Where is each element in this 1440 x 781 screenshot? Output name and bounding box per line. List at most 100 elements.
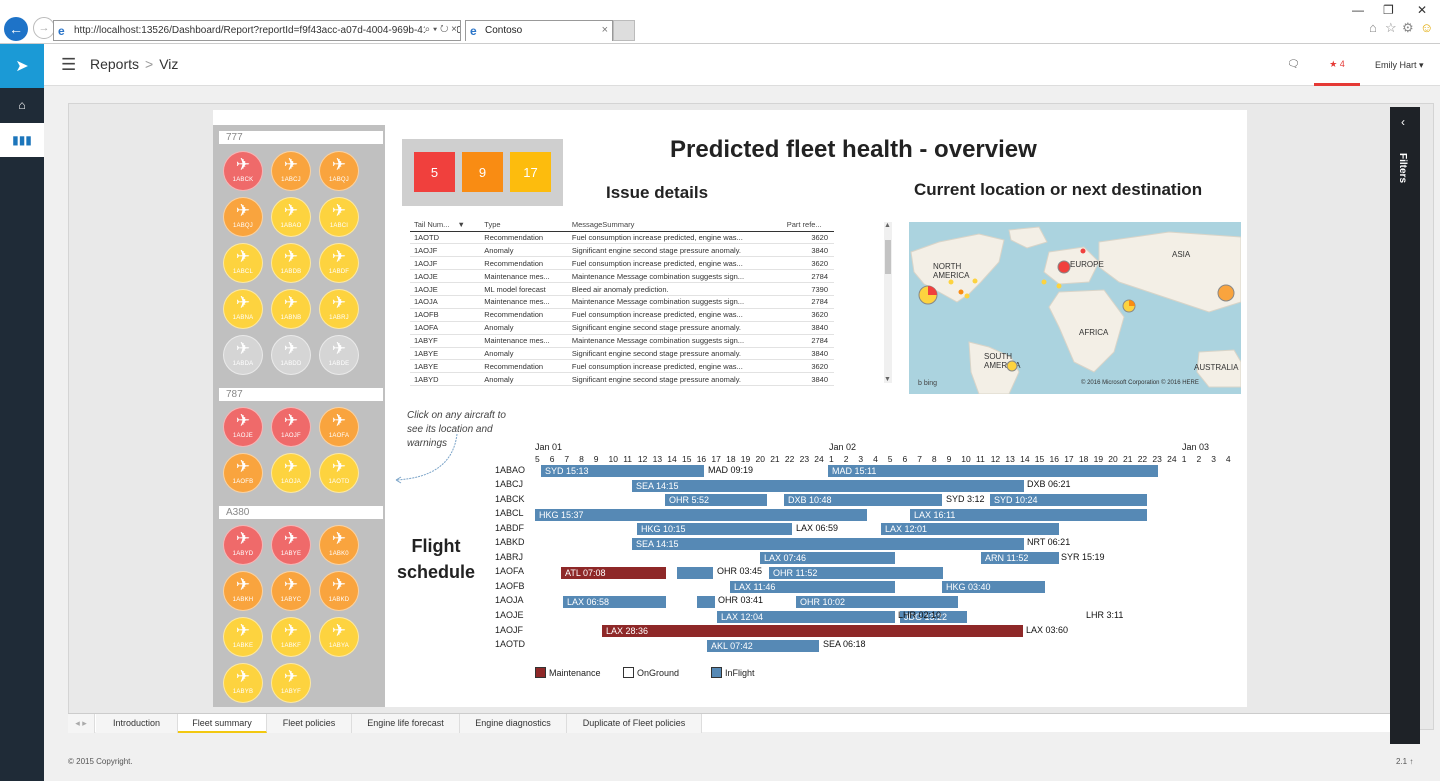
gantt-bar[interactable]: ARN 11:52 bbox=[981, 552, 1059, 565]
gantt-bar[interactable]: HKG 15:37 bbox=[535, 508, 867, 521]
table-row[interactable]: 1AOJF Anomaly Significant engine second st… bbox=[410, 243, 834, 258]
scroll-down-icon[interactable]: ▼ bbox=[884, 376, 891, 383]
map-marker[interactable] bbox=[1006, 360, 1018, 372]
home-icon[interactable]: ⌂ bbox=[1369, 20, 1377, 35]
table-row[interactable]: 1ABYE Anomaly Significant engine second st… bbox=[410, 347, 834, 361]
map-marker[interactable] bbox=[958, 289, 964, 295]
gantt-bar[interactable]: JDG 13:22 bbox=[900, 610, 967, 623]
aircraft-button[interactable]: ✈ 1ABNA bbox=[223, 289, 263, 329]
map-marker[interactable] bbox=[1217, 284, 1235, 302]
aircraft-button[interactable]: ✈ 1AOJE bbox=[223, 407, 263, 447]
legend-inflight[interactable]: InFlight bbox=[711, 667, 755, 678]
gantt-bar[interactable]: HKG 03:40 bbox=[942, 581, 1045, 594]
aircraft-button[interactable]: ✈ 1ABYF bbox=[271, 663, 311, 703]
map-marker[interactable] bbox=[1041, 279, 1047, 285]
gantt-bar[interactable]: OHR 10:02 bbox=[796, 595, 958, 608]
gantt-bar[interactable]: SEA 14:15 bbox=[632, 537, 1024, 550]
legend-maintenance[interactable]: Maintenance bbox=[535, 667, 601, 678]
table-row[interactable]: 1AOTD Recommendation Fuel consumption incr… bbox=[410, 231, 834, 245]
map-marker[interactable] bbox=[948, 279, 954, 285]
aircraft-button[interactable]: ✈ 1ABYA bbox=[319, 617, 359, 657]
gantt-bar[interactable]: LAX 07:46 bbox=[760, 552, 895, 565]
scrollbar-thumb[interactable] bbox=[885, 240, 891, 274]
new-tab-button[interactable] bbox=[613, 20, 635, 41]
legend-onground[interactable]: OnGround bbox=[623, 667, 679, 678]
map-marker[interactable] bbox=[1057, 260, 1071, 274]
kpi-attention[interactable]: 17 bbox=[510, 152, 551, 192]
sort-desc-icon[interactable]: ▼ bbox=[457, 220, 465, 230]
aircraft-button[interactable]: ✈ 1ABKE bbox=[223, 617, 263, 657]
gantt-bar[interactable]: ATL 07:08 bbox=[561, 566, 666, 579]
world-map[interactable]: NORTH AMERICA EUROPE ASIA AFRICA SOUTH A… bbox=[909, 222, 1241, 394]
page-tab[interactable]: Fleet summary bbox=[178, 714, 267, 733]
address-bar[interactable]: e http://localhost:13526/Dashboard/Repor… bbox=[53, 20, 461, 41]
col-header-type[interactable]: Type bbox=[480, 219, 568, 232]
gantt-bar[interactable] bbox=[697, 595, 715, 608]
hamburger-menu-icon[interactable]: ☰ bbox=[61, 55, 77, 74]
kpi-warning[interactable]: 9 bbox=[462, 152, 503, 192]
minimize-icon[interactable]: — bbox=[1352, 3, 1364, 17]
kpi-critical[interactable]: 5 bbox=[414, 152, 455, 192]
chat-bubble-icon[interactable]: 🗨 bbox=[1287, 59, 1300, 70]
aircraft-button[interactable]: ✈ 1AOJA bbox=[271, 453, 311, 493]
aircraft-button[interactable]: ✈ 1ABYD bbox=[223, 525, 263, 565]
aircraft-button[interactable]: ✈ 1ABYB bbox=[223, 663, 263, 703]
smiley-feedback-icon[interactable]: ☺ bbox=[1420, 20, 1434, 35]
notifications-button[interactable]: ★ 4 bbox=[1314, 44, 1360, 86]
tab-close-icon[interactable]: × bbox=[601, 24, 608, 36]
aircraft-button[interactable]: ✈ 1ABCI bbox=[319, 197, 359, 237]
restore-icon[interactable]: ❐ bbox=[1383, 3, 1394, 17]
aircraft-button[interactable]: ✈ 1ABDE bbox=[319, 335, 359, 375]
gantt-bar[interactable]: LAX 12:04 bbox=[717, 610, 895, 623]
gantt-bar[interactable]: OHR 11:52 bbox=[769, 566, 943, 579]
gantt-bar[interactable]: OHR 5:52 bbox=[665, 494, 767, 507]
tab-scroll-arrows[interactable]: ◂ ▸ bbox=[68, 714, 95, 733]
bar-chart-nav-icon[interactable]: ▮▮▮ bbox=[0, 123, 44, 157]
table-row[interactable]: 1AOJA Maintenance mes... Maintenance Messa… bbox=[410, 295, 834, 309]
gantt-bar[interactable]: LAX 12:01 bbox=[881, 523, 1059, 536]
table-row[interactable]: 1AOFB Recommendation Fuel consumption incr… bbox=[410, 308, 834, 322]
paper-plane-logo-icon[interactable]: ➤ bbox=[0, 44, 44, 88]
gantt-bar[interactable]: LAX 16:11 bbox=[910, 508, 1147, 521]
table-row[interactable]: 1ABYD Anomaly Significant engine second st… bbox=[410, 372, 834, 387]
map-marker[interactable] bbox=[964, 293, 970, 299]
browser-tab[interactable]: e Contoso × bbox=[465, 20, 613, 41]
page-tab[interactable]: Fleet policies bbox=[267, 714, 352, 733]
gantt-bar[interactable]: LAX 28:36 bbox=[602, 625, 1023, 638]
aircraft-button[interactable]: ✈ 1ABKF bbox=[271, 617, 311, 657]
gantt-bar[interactable]: SYD 15:13 bbox=[541, 465, 704, 477]
table-row[interactable]: 1ABYE Recommendation Fuel consumption incr… bbox=[410, 359, 834, 374]
map-marker[interactable] bbox=[972, 278, 978, 284]
gantt-bar[interactable]: LAX 06:58 bbox=[563, 595, 666, 608]
aircraft-button[interactable]: ✈ 1ABDD bbox=[271, 335, 311, 375]
map-marker[interactable] bbox=[1080, 248, 1086, 254]
address-controls[interactable]: ⌕ ▾ ↻ × bbox=[424, 24, 457, 35]
back-arrow-icon[interactable]: ← bbox=[4, 17, 28, 41]
aircraft-button[interactable]: ✈ 1ABCJ bbox=[271, 151, 311, 191]
aircraft-button[interactable]: ✈ 1ABKD bbox=[319, 571, 359, 611]
gantt-bar[interactable]: AKL 07:42 bbox=[707, 639, 819, 652]
gantt-bar[interactable]: LAX 11:46 bbox=[730, 581, 895, 594]
table-row[interactable]: 1ABYF Maintenance mes... Maintenance Messa… bbox=[410, 334, 834, 348]
aircraft-button[interactable]: ✈ 1ABRJ bbox=[319, 289, 359, 329]
aircraft-button[interactable]: ✈ 1ABYE bbox=[271, 525, 311, 565]
aircraft-button[interactable]: ✈ 1ABDF bbox=[319, 243, 359, 283]
table-row[interactable]: 1AOJF Recommendation Fuel consumption incr… bbox=[410, 256, 834, 271]
page-tab[interactable]: Duplicate of Fleet policies bbox=[567, 714, 702, 733]
filters-pane[interactable]: ‹ Filters bbox=[1390, 107, 1420, 744]
user-menu[interactable]: Emily Hart ▾ bbox=[1375, 60, 1424, 70]
table-row[interactable]: 1AOJE ML model forecast Bleed air anomaly … bbox=[410, 282, 834, 296]
close-window-icon[interactable]: ✕ bbox=[1417, 3, 1428, 17]
table-row[interactable]: 1AOFA Anomaly Significant engine second st… bbox=[410, 321, 834, 335]
aircraft-button[interactable]: ✈ 1ABNB bbox=[271, 289, 311, 329]
forward-arrow-icon[interactable]: → bbox=[33, 17, 55, 39]
col-header-message[interactable]: MessageSummary bbox=[567, 219, 783, 232]
gantt-bar[interactable]: HKG 10:15 bbox=[637, 523, 792, 536]
settings-gear-icon[interactable]: ⚙ bbox=[1402, 20, 1414, 35]
page-tab[interactable]: Engine life forecast bbox=[352, 714, 460, 733]
page-tab[interactable]: Introduction bbox=[96, 714, 178, 733]
aircraft-button[interactable]: ✈ 1ABDA bbox=[223, 335, 263, 375]
aircraft-button[interactable]: ✈ 1ABCL bbox=[223, 243, 263, 283]
aircraft-button[interactable]: ✈ 1AOFA bbox=[319, 407, 359, 447]
gantt-bar[interactable]: MAD 15:11 bbox=[828, 465, 1158, 477]
